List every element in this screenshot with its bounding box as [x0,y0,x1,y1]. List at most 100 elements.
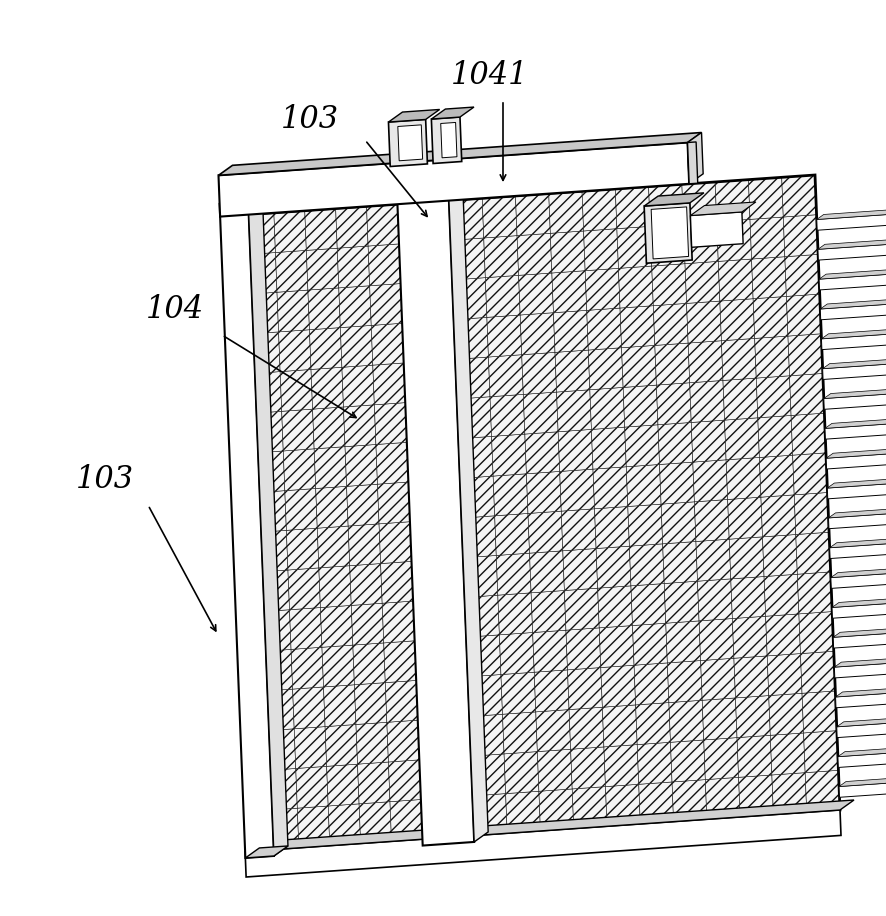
Polygon shape [520,312,555,354]
Polygon shape [298,806,330,848]
Polygon shape [462,516,496,558]
Polygon shape [749,178,783,219]
Polygon shape [838,751,886,768]
Polygon shape [595,507,629,549]
Polygon shape [484,235,518,278]
Polygon shape [739,775,773,817]
Polygon shape [832,602,886,618]
Polygon shape [518,273,554,315]
Polygon shape [671,740,705,782]
Polygon shape [625,425,659,467]
Polygon shape [826,448,886,458]
Polygon shape [835,662,886,678]
Polygon shape [502,712,537,754]
Polygon shape [338,286,371,328]
Polygon shape [254,491,286,532]
Polygon shape [690,212,743,247]
Polygon shape [820,299,886,309]
Polygon shape [315,447,346,488]
Polygon shape [667,660,703,703]
Polygon shape [554,311,588,353]
Polygon shape [255,530,288,572]
Polygon shape [644,193,703,206]
Polygon shape [492,434,526,476]
Polygon shape [265,769,298,811]
Polygon shape [315,486,348,529]
Polygon shape [735,695,770,737]
Polygon shape [836,722,886,737]
Polygon shape [456,397,492,439]
Polygon shape [246,292,278,334]
Polygon shape [835,687,886,697]
Polygon shape [248,332,280,374]
Polygon shape [794,493,829,535]
Polygon shape [260,649,292,692]
Polygon shape [284,449,315,491]
Polygon shape [500,633,534,674]
Polygon shape [455,357,490,399]
Polygon shape [617,226,652,268]
Polygon shape [384,641,416,682]
Polygon shape [375,403,407,444]
Polygon shape [832,597,886,607]
Polygon shape [669,700,703,742]
Polygon shape [582,189,617,231]
Polygon shape [571,747,605,789]
Polygon shape [396,162,474,845]
Polygon shape [672,780,707,822]
Polygon shape [685,261,719,303]
Polygon shape [572,787,607,829]
Polygon shape [259,610,291,651]
Polygon shape [251,411,284,453]
Polygon shape [650,224,685,266]
Polygon shape [689,380,725,422]
Text: 104: 104 [146,295,204,325]
Polygon shape [584,229,618,270]
Polygon shape [344,405,376,447]
Polygon shape [770,733,805,775]
Polygon shape [590,387,625,430]
Polygon shape [727,457,761,499]
Polygon shape [219,133,702,175]
Polygon shape [682,182,717,224]
Polygon shape [381,562,413,604]
Polygon shape [828,513,886,529]
Polygon shape [755,336,789,378]
Polygon shape [796,532,830,574]
Polygon shape [309,328,342,369]
Polygon shape [788,333,823,376]
Polygon shape [644,202,692,263]
Polygon shape [431,107,474,119]
Polygon shape [305,209,338,250]
Polygon shape [696,540,731,581]
Polygon shape [558,430,593,472]
Polygon shape [769,693,804,736]
Polygon shape [763,535,797,576]
Polygon shape [750,217,785,259]
Polygon shape [358,762,390,804]
Polygon shape [639,782,673,824]
Polygon shape [703,698,737,740]
Polygon shape [325,725,358,767]
Polygon shape [466,635,501,677]
Polygon shape [470,754,506,796]
Polygon shape [308,288,340,330]
Polygon shape [552,270,587,312]
Polygon shape [665,621,701,663]
Polygon shape [288,568,321,610]
Polygon shape [652,264,687,306]
Polygon shape [787,294,821,336]
Polygon shape [458,436,494,478]
Polygon shape [828,478,886,488]
Polygon shape [296,767,328,808]
Polygon shape [290,607,322,649]
Polygon shape [838,747,886,757]
Polygon shape [817,209,886,220]
Polygon shape [253,451,284,493]
Polygon shape [390,800,423,842]
Polygon shape [248,191,288,856]
Polygon shape [789,374,824,416]
Polygon shape [628,504,663,546]
Polygon shape [376,442,408,485]
Polygon shape [791,413,826,455]
